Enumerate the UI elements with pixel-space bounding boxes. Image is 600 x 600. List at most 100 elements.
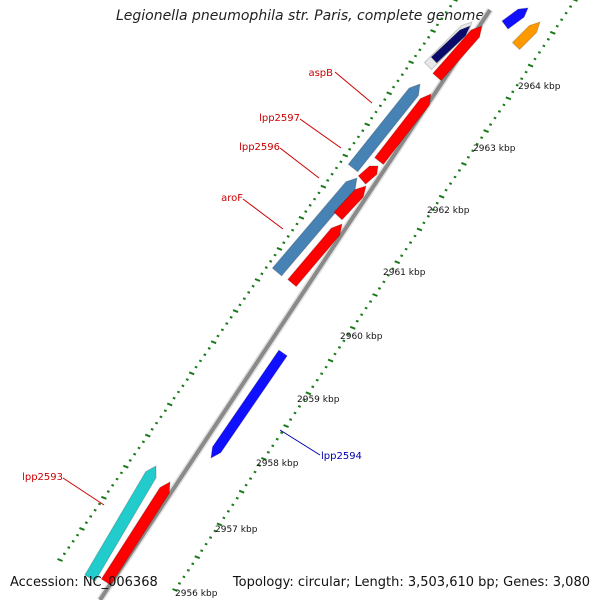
outer-tick xyxy=(247,291,251,294)
inner-tick xyxy=(394,260,401,265)
inner-tick xyxy=(194,555,201,560)
inner-tick xyxy=(244,483,248,487)
outer-tick xyxy=(137,446,141,450)
outer-tick xyxy=(430,29,436,34)
outer-tick xyxy=(150,427,154,431)
inner-tick xyxy=(337,346,342,349)
inner-tick xyxy=(560,18,564,22)
ticks-inner xyxy=(172,0,578,592)
inner-tick xyxy=(431,208,435,212)
red-cds-3 xyxy=(357,165,379,185)
inner-tick xyxy=(257,464,262,467)
outer-tick xyxy=(93,508,97,512)
outer-tick xyxy=(308,203,312,207)
inner-tick xyxy=(480,136,484,140)
outer-tick xyxy=(144,433,151,438)
outer-tick xyxy=(203,353,207,357)
inner-tick xyxy=(360,313,364,317)
outer-tick xyxy=(330,172,334,176)
outer-tick xyxy=(111,483,115,487)
red-cds-1 xyxy=(287,223,343,288)
inner-tick xyxy=(520,77,524,81)
outer-tick xyxy=(298,215,305,220)
inner-tick xyxy=(372,293,378,297)
outer-tick xyxy=(57,558,63,562)
outer-tick xyxy=(210,340,217,345)
outer-tick xyxy=(166,402,173,407)
inner-tick xyxy=(457,169,462,172)
gene-label-lpp2594: lpp2594 xyxy=(321,451,362,462)
outer-tick xyxy=(413,54,418,58)
outer-tick xyxy=(418,48,422,52)
outer-tick xyxy=(163,409,167,413)
inner-tick xyxy=(527,63,534,68)
inner-tick xyxy=(368,300,373,303)
outer-tick xyxy=(364,122,371,127)
outer-tick xyxy=(264,266,268,269)
inner-tick xyxy=(305,391,312,396)
outer-tick xyxy=(89,515,93,518)
scale-label: 2961 kbp xyxy=(383,268,426,278)
outer-tick xyxy=(172,396,176,400)
outer-tick xyxy=(185,378,189,381)
outer-tick xyxy=(370,116,374,120)
scale-label: 2958 kbp xyxy=(256,459,299,469)
outer-tick xyxy=(326,179,330,182)
genome-summary-text: Topology: circular; Length: 3,503,610 bp… xyxy=(232,575,590,590)
inner-tick xyxy=(453,175,457,179)
outer-tick xyxy=(286,235,290,238)
outer-tick xyxy=(225,322,229,325)
inner-tick xyxy=(297,405,302,408)
inner-tick xyxy=(327,358,334,363)
gene-label-aroF: aroF xyxy=(221,193,243,204)
outer-tick xyxy=(391,85,396,89)
outer-tick xyxy=(295,222,299,226)
inner-tick xyxy=(555,24,559,28)
outer-tick xyxy=(119,471,124,475)
scale-label: 2964 kbp xyxy=(518,82,561,92)
outer-tick xyxy=(317,191,321,195)
outer-tick xyxy=(216,334,220,338)
aspB-gene xyxy=(347,83,421,173)
map-title: Legionella pneumophila str. Paris, compl… xyxy=(115,8,485,24)
aspB-leader-line xyxy=(334,71,373,104)
outer-tick xyxy=(220,328,224,332)
outer-tick xyxy=(101,495,107,500)
gene-labels: aspB lpp2597 lpp2596 aroF lpp2594 lpp2593 xyxy=(22,68,373,506)
inner-tick xyxy=(346,332,350,336)
outer-tick xyxy=(276,246,283,251)
inner-tick xyxy=(461,161,467,166)
outer-tick xyxy=(435,23,440,27)
scale-label: 2959 kbp xyxy=(297,395,340,405)
inner-tick xyxy=(261,456,267,461)
outer-tick xyxy=(198,359,203,363)
features xyxy=(84,7,541,586)
inner-tick xyxy=(222,516,226,520)
scale-labels: 2956 kbp 2957 kbp 2958 kbp 2959 kbp 2960 kbp… xyxy=(175,82,561,599)
scale-label: 2957 kbp xyxy=(215,525,258,535)
gene-label-lpp2597: lpp2597 xyxy=(259,113,300,124)
outer-tick xyxy=(361,129,365,133)
gene-label-lpp2593: lpp2593 xyxy=(22,472,63,483)
inner-tick xyxy=(172,588,178,592)
inner-tick xyxy=(324,365,328,369)
inner-tick xyxy=(400,254,404,258)
inner-tick xyxy=(466,155,470,159)
outer-tick xyxy=(176,390,181,394)
outer-tick xyxy=(374,110,378,114)
scale-label: 2963 kbp xyxy=(473,144,516,154)
inner-tick xyxy=(320,372,324,376)
inner-tick xyxy=(422,221,426,225)
inner-tick xyxy=(568,5,573,8)
inner-tick xyxy=(266,450,270,454)
outer-tick xyxy=(75,533,80,537)
inner-tick xyxy=(216,522,223,527)
inner-tick xyxy=(238,489,245,494)
outer-tick xyxy=(84,521,88,525)
outer-tick xyxy=(242,297,246,301)
inner-tick xyxy=(186,568,190,572)
navy-feature xyxy=(430,25,471,64)
outer-tick xyxy=(396,79,400,83)
inner-tick xyxy=(497,110,502,113)
red-cds-5 xyxy=(432,25,483,82)
